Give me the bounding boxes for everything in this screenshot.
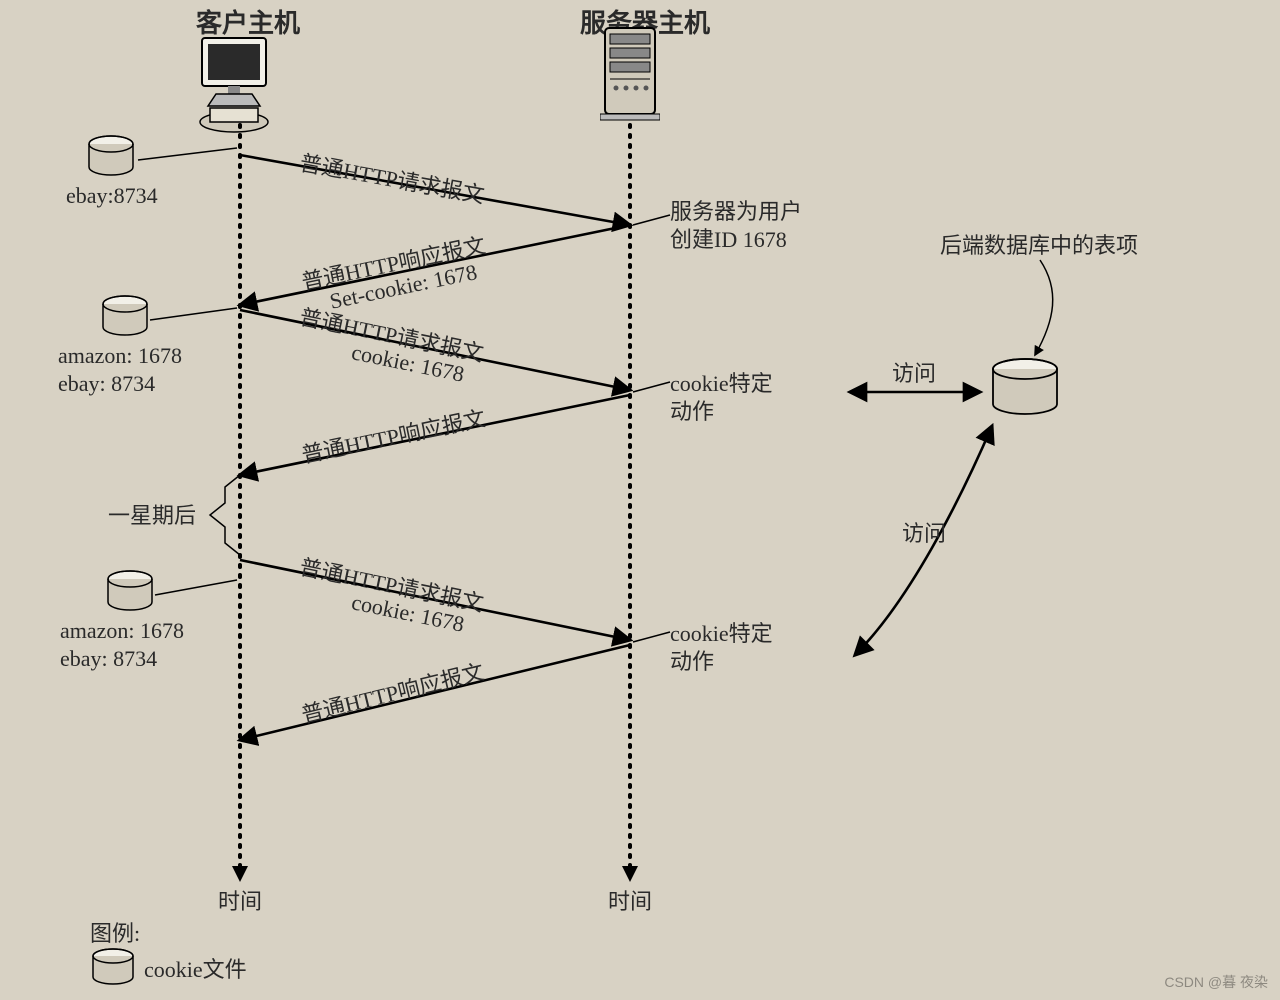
note-cookie-action-2: cookie特定 动作 bbox=[670, 620, 773, 675]
db-icon bbox=[990, 358, 1060, 416]
access-label-2: 访问 bbox=[902, 520, 946, 548]
note-create-id: 服务器为用户 创建ID 1678 bbox=[670, 198, 802, 253]
client-time-label: 时间 bbox=[218, 888, 262, 916]
cookie-file-1-icon bbox=[86, 135, 136, 177]
cookie-file-2-label: amazon: 1678 ebay: 8734 bbox=[58, 342, 182, 397]
cookie-file-2-icon bbox=[100, 295, 150, 337]
legend-cookie-label: cookie文件 bbox=[144, 956, 247, 984]
db-backend-title: 后端数据库中的表项 bbox=[940, 232, 1138, 260]
access-label-1: 访问 bbox=[892, 360, 936, 388]
cookie-file-3-label: amazon: 1678 ebay: 8734 bbox=[60, 617, 184, 672]
one-week-later-label: 一星期后 bbox=[108, 502, 196, 530]
diagram-lines bbox=[0, 0, 1280, 1000]
cookie-file-3-icon bbox=[105, 570, 155, 612]
server-time-label: 时间 bbox=[608, 888, 652, 916]
note-cookie-action-1: cookie特定 动作 bbox=[670, 370, 773, 425]
legend-cookie-icon bbox=[90, 948, 136, 986]
cookie-file-1-label: ebay:8734 bbox=[66, 182, 158, 210]
legend-title: 图例: bbox=[90, 920, 140, 948]
